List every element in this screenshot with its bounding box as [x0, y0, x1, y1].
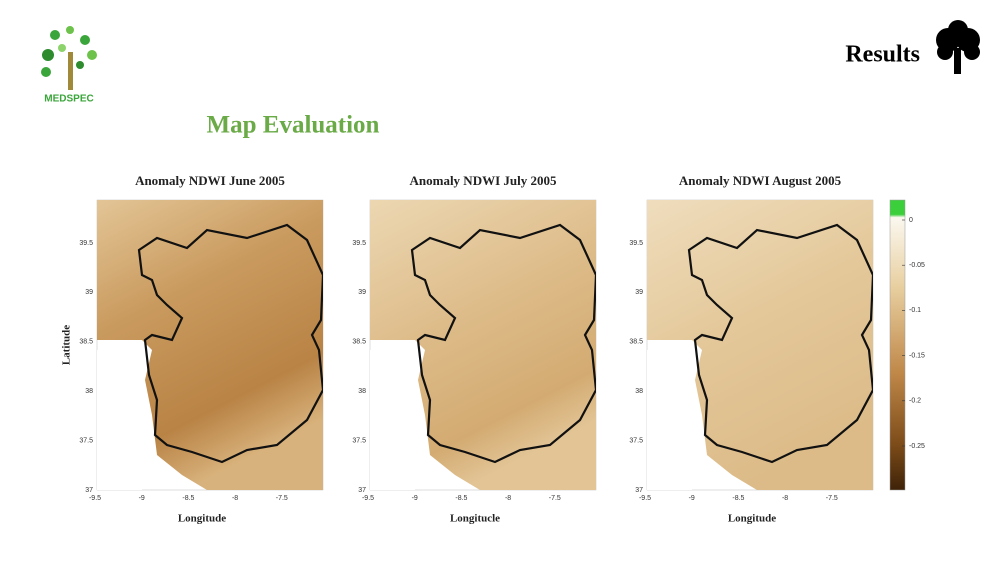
x-tick-label: -9.5 [639, 495, 651, 502]
map-panel: Anomaly NDWI July 2005 Longitucle -9.5 -9 -8… [352, 173, 597, 525]
colorbar-tick-label: -0.15 [909, 352, 925, 359]
logo-text: MEDSPEC [44, 94, 93, 105]
y-tick-label: 39 [85, 289, 93, 296]
x-tick-label: -7.5 [276, 495, 288, 502]
x-tick-label: -8.5 [182, 495, 194, 502]
sea [647, 350, 692, 490]
sea [370, 350, 415, 490]
y-axis-label: Latitude [61, 325, 73, 365]
y-tick-label: 39.5 [79, 240, 93, 247]
tree-icon [936, 20, 980, 74]
x-tick-label: -8 [505, 495, 511, 502]
x-tick-label: -8 [232, 495, 238, 502]
colorbar-tick-label: -0.2 [909, 398, 921, 405]
x-tick-label: -7.5 [826, 495, 838, 502]
x-tick-label: -8.5 [455, 495, 467, 502]
x-axis-label: Longitucle [450, 513, 500, 525]
y-tick-label: 38.5 [79, 339, 93, 346]
y-tick-label: 39 [358, 289, 366, 296]
panel-title: Anomaly NDWI July 2005 [410, 173, 557, 188]
panel-title: Anomaly NDWI August 2005 [679, 173, 842, 188]
y-tick-label: 38 [85, 388, 93, 395]
y-tick-label: 38 [635, 388, 643, 395]
x-tick-label: -9 [412, 495, 418, 502]
map-panel: Anomaly NDWI August 2005 Longitude -9.5 -9 -… [629, 173, 874, 525]
section-title: Results [845, 42, 920, 68]
colorbar-tick-label: -0.25 [909, 443, 925, 450]
y-tick-label: 38.5 [352, 339, 366, 346]
colorbar-tick-label: 0 [909, 217, 913, 224]
y-tick-label: 39.5 [352, 240, 366, 247]
x-tick-label: -9 [689, 495, 695, 502]
y-tick-label: 37 [635, 487, 643, 494]
x-tick-label: -8 [782, 495, 788, 502]
y-tick-label: 37.5 [629, 437, 643, 444]
x-tick-label: -9.5 [89, 495, 101, 502]
x-axis-label: Longitude [178, 513, 226, 525]
y-tick-label: 37 [85, 487, 93, 494]
y-tick-label: 37.5 [352, 437, 366, 444]
sea [97, 350, 142, 490]
y-tick-label: 39 [635, 289, 643, 296]
y-tick-label: 38 [358, 388, 366, 395]
colorbar-tick-label: -0.05 [909, 262, 925, 269]
colorbar [889, 199, 906, 491]
y-tick-label: 38.5 [629, 339, 643, 346]
x-tick-label: -7.5 [549, 495, 561, 502]
x-tick-label: -8.5 [732, 495, 744, 502]
colorbar-tick-label: -0.1 [909, 307, 921, 314]
panel-title: Anomaly NDWI June 2005 [135, 173, 285, 188]
logo: MEDSPEC [41, 26, 97, 105]
x-tick-label: -9 [139, 495, 145, 502]
map-panel: Anomaly NDWI June 2005 Longitude Latitude -… [61, 173, 324, 525]
x-tick-label: -9.5 [362, 495, 374, 502]
y-tick-label: 37.5 [79, 437, 93, 444]
x-axis-label: Longitude [728, 513, 776, 525]
slide-title: Map Evaluation [207, 112, 380, 139]
y-tick-label: 37 [358, 487, 366, 494]
y-tick-label: 39.5 [629, 240, 643, 247]
